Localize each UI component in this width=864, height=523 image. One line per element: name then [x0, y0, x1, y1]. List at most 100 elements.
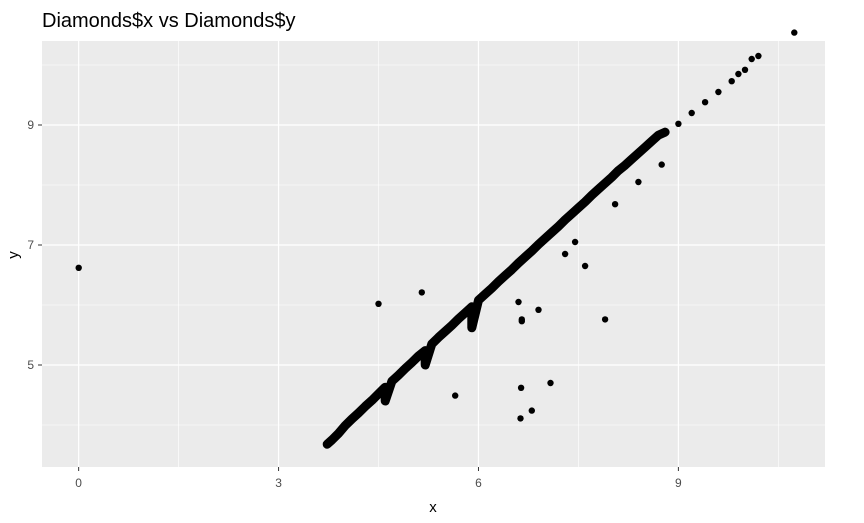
- data-point: [342, 422, 349, 429]
- data-point: [518, 316, 525, 323]
- data-point: [382, 397, 389, 405]
- data-point: [375, 390, 382, 397]
- data-point: [608, 174, 615, 181]
- data-point: [675, 120, 682, 128]
- data-point: [561, 250, 569, 258]
- data-points: [75, 29, 798, 448]
- y-axis-title: y: [5, 251, 22, 259]
- data-point: [561, 216, 569, 223]
- data-point: [615, 167, 622, 174]
- data-point: [382, 384, 389, 391]
- data-point: [601, 180, 609, 187]
- data-point: [581, 262, 589, 270]
- y-tick-label: 7: [27, 238, 34, 252]
- data-point: [601, 316, 609, 323]
- data-point: [468, 303, 475, 310]
- data-point: [348, 415, 356, 423]
- data-point: [555, 223, 562, 230]
- data-point: [595, 186, 602, 193]
- x-tick-label: 9: [675, 476, 682, 490]
- data-point: [688, 109, 695, 117]
- data-point: [661, 129, 669, 136]
- data-point: [628, 156, 635, 163]
- chart-title: Diamonds$x vs Diamonds$y: [42, 10, 296, 32]
- data-point: [488, 285, 495, 292]
- data-point: [548, 229, 555, 236]
- data-point: [528, 247, 535, 255]
- data-point: [791, 29, 798, 36]
- data-point: [571, 238, 579, 246]
- data-point: [528, 407, 535, 414]
- data-point: [355, 409, 362, 417]
- x-tick-label: 3: [275, 476, 282, 490]
- data-point: [418, 289, 425, 296]
- data-point: [495, 278, 502, 285]
- plot-panel: [42, 41, 825, 467]
- axis-ticks: [38, 124, 679, 471]
- data-point: [475, 297, 482, 304]
- data-point: [375, 300, 382, 307]
- data-point: [462, 309, 469, 316]
- data-point: [547, 379, 554, 387]
- tick-labels: 0 3 6 9 5 7 9: [27, 118, 682, 490]
- data-point: [735, 70, 742, 78]
- data-point: [658, 161, 665, 168]
- data-point: [715, 88, 722, 96]
- data-point: [748, 55, 755, 63]
- data-point: [362, 403, 369, 410]
- x-axis-title: x: [429, 499, 437, 516]
- data-point: [448, 322, 455, 329]
- data-point: [481, 291, 489, 298]
- data-point: [415, 352, 422, 360]
- data-point: [581, 198, 589, 205]
- data-point: [452, 392, 459, 399]
- y-tick-label: 9: [27, 118, 34, 132]
- data-point: [755, 52, 762, 60]
- data-point: [388, 378, 396, 385]
- data-point: [701, 99, 709, 106]
- grid-major: [42, 41, 825, 467]
- data-point: [641, 144, 649, 151]
- data-point: [541, 235, 549, 242]
- data-point: [535, 306, 542, 313]
- x-tick-label: 0: [75, 476, 82, 490]
- data-point: [324, 441, 331, 448]
- data-point: [635, 150, 642, 157]
- data-point: [515, 259, 522, 267]
- data-point: [568, 210, 575, 217]
- data-point: [501, 272, 509, 279]
- data-point: [535, 241, 542, 248]
- x-tick-label: 6: [475, 476, 482, 490]
- data-point: [648, 138, 655, 145]
- data-point: [515, 298, 522, 306]
- data-point: [368, 397, 376, 404]
- data-point: [588, 192, 595, 199]
- data-point: [521, 253, 529, 261]
- data-point: [508, 266, 515, 273]
- y-tick-label: 5: [27, 358, 34, 372]
- data-point: [575, 204, 582, 211]
- data-point: [402, 365, 409, 372]
- data-point: [422, 361, 429, 369]
- data-point: [395, 372, 402, 379]
- data-point: [517, 384, 525, 391]
- data-point: [435, 334, 442, 341]
- data-point: [75, 264, 82, 271]
- data-point: [621, 162, 629, 169]
- data-point: [741, 66, 749, 74]
- data-point: [428, 340, 435, 348]
- data-point: [468, 324, 475, 331]
- data-point: [455, 315, 462, 322]
- grid-minor: [42, 41, 825, 467]
- data-point: [408, 359, 415, 366]
- data-point: [328, 436, 336, 444]
- data-point: [635, 178, 642, 186]
- data-point: [728, 78, 735, 85]
- data-point: [517, 415, 524, 422]
- data-point: [611, 201, 619, 208]
- data-point: [422, 347, 429, 354]
- data-point: [655, 132, 662, 139]
- data-point: [335, 430, 342, 437]
- data-point: [442, 328, 449, 335]
